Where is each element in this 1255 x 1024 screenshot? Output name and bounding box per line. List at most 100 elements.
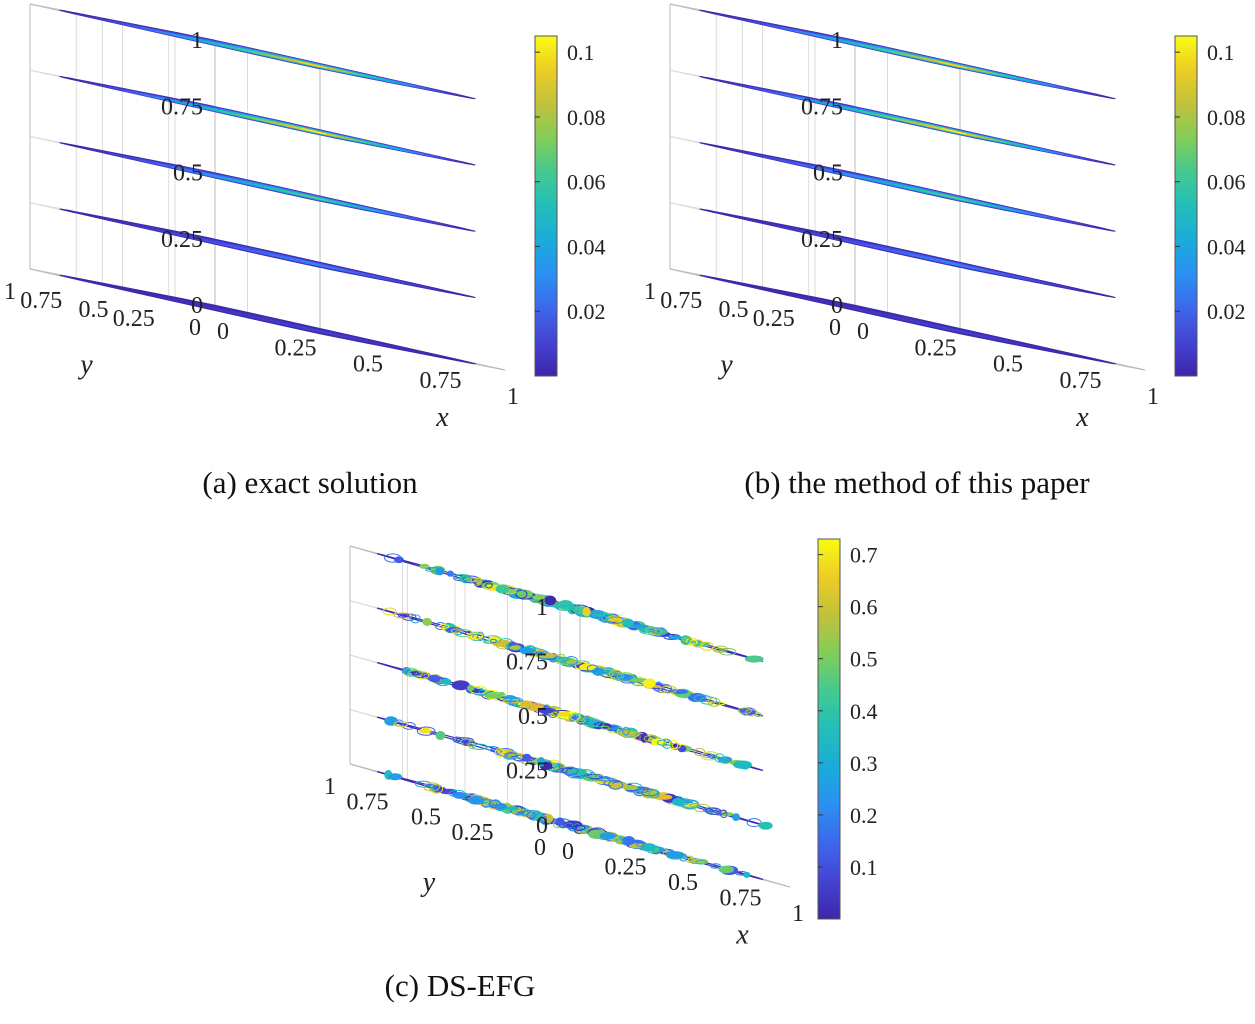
slice-z-0 [376,769,764,880]
contour-blob [538,653,557,659]
contour-blob [608,779,624,790]
y-tick-label: 1 [4,279,16,305]
contour-blob [588,771,597,781]
contour-blob [580,716,595,723]
x-tick-label: 0.5 [353,352,383,378]
contour-blob [411,670,419,676]
contour-blob [636,788,649,793]
contour-blob [423,782,440,792]
x-tick-label: 1 [507,384,519,410]
plot-exact-solution: 00.250.50.75100.250.50.75100.250.50.751x… [4,3,606,433]
contour-slices [698,9,1117,365]
contour-blob [467,684,475,692]
caption-b: (b) the method of this paper [744,465,1090,500]
contour-blob [476,631,485,642]
contour-level [940,260,967,267]
contour-blob [504,806,519,811]
colorbar-tick-label: 0.5 [850,647,878,672]
contour-blob [465,577,482,582]
contour-blob [657,794,673,800]
colorbar-tick-label: 0.1 [1207,40,1235,65]
contour-level [939,326,968,334]
x-tick-label: 0.5 [668,870,698,896]
contour-blob [732,813,740,821]
contour-blob [446,570,454,577]
contour-blob [519,647,535,655]
y-tick-label: 0.5 [411,805,441,831]
contour-blob [622,726,630,736]
contour-blob [393,720,409,728]
z-tick-label: 0.75 [506,650,548,676]
z-tick-label: 0.75 [801,94,843,120]
contour-blob [672,797,685,806]
colorbar-tick-label: 0.06 [567,170,606,195]
contour-blob [590,612,604,618]
colorbar-bar [534,35,558,377]
contour-blob [440,678,452,685]
z-tick-label: 0 [191,293,203,319]
contour-blob [422,617,432,626]
contour-blob [515,589,528,599]
contour-blob [700,641,714,651]
z-tick-label: 0.25 [801,227,843,253]
contour-blob [592,720,605,728]
contour-blob [586,664,599,673]
contour-blob [466,632,484,640]
x-tick-label: 0.75 [1060,368,1102,394]
colorbar: 0.02 0.04 0.06 0.08 0.1 [1174,35,1246,377]
colorbar-tick-label: 0.4 [850,699,878,724]
slice-z-0.75 [58,75,477,166]
contour-blob [495,584,510,594]
y-tick-label: 0.5 [79,297,109,323]
x-tick-label: 0.25 [605,855,647,881]
contour-blob [424,783,435,789]
panel-b: 0 0.25 0.5 0.75 1 0 0.25 0.5 0.75 1 0 0.25 0.5 0.75 1 x… [640,0,1255,510]
contour-blob [537,756,545,767]
contour-blob [438,624,450,629]
contour-blob [689,803,701,808]
z-tick-label: 0.5 [518,704,548,730]
contour-level [299,61,328,69]
contour-level [939,61,968,69]
contour-blob [555,817,565,826]
contour-blob [451,680,470,691]
contour-blob [463,741,477,746]
contour-blob [544,595,557,606]
contour-blob [606,616,624,625]
slice-z-0.25 [376,716,773,830]
colorbar-tick-label: 0.08 [567,105,606,130]
z-tick-label: 0.25 [506,759,548,785]
contour-blob [539,815,548,824]
contour-blob [483,635,502,644]
contour-blob [708,754,718,760]
contour-blob [686,637,698,646]
contour-blob [425,567,442,572]
contour-blob [509,645,521,650]
x-axis-label: x [435,402,449,433]
contour-blob [577,769,594,778]
colorbar-tick-label: 0.04 [567,234,606,259]
contour-blob [582,606,591,617]
z-tick-label: 1 [831,28,843,54]
x-tick-label: 0 [217,319,229,345]
contour-blob [622,836,635,846]
contour-blob [504,753,519,760]
contour-blob [468,739,476,750]
contour-blob [559,658,575,665]
contour-blob [645,626,657,634]
contour-level [939,193,968,201]
y-axis-label: y [77,349,93,380]
contour-blob [714,753,725,763]
caption-a: (a) exact solution [202,465,418,500]
contour-blob [453,574,471,580]
contour-blob [453,791,466,799]
contour-blob [458,575,472,582]
colorbar-tick-label: 0.02 [567,299,606,324]
colorbar-tick-label: 0.3 [850,751,878,776]
contour-blob [402,721,416,730]
contour-blob [746,818,762,828]
contour-blob [472,743,488,750]
contour-blob [659,685,677,694]
contour-blob [382,607,397,616]
caption-c: (c) DS-EFG [384,968,536,1003]
